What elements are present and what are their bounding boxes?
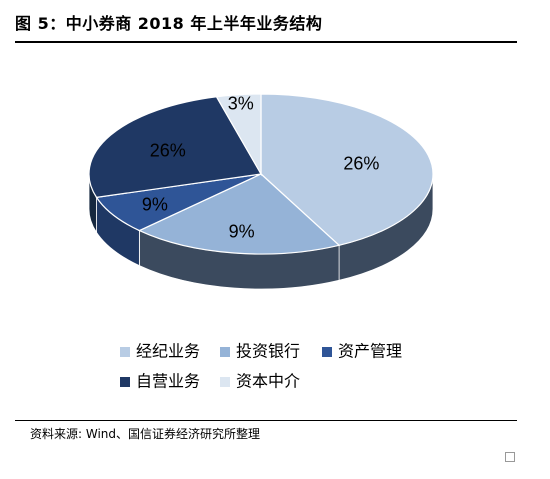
legend-label-4: 资本中介: [236, 372, 300, 391]
legend-swatch-3: [120, 377, 130, 387]
legend-swatch-2: [322, 347, 332, 357]
source-rule: [15, 420, 517, 421]
legend-label-3: 自营业务: [136, 372, 200, 391]
legend-label-0: 经纪业务: [136, 342, 200, 361]
legend-label-2: 资产管理: [338, 342, 402, 361]
figure-title: 图 5：中小券商 2018 年上半年业务结构: [15, 14, 323, 33]
pie-labels: 26% 9% 9% 26% 3%: [142, 93, 380, 241]
pie-slice-1: [137, 173, 341, 255]
legend-label-1: 投资银行: [236, 342, 300, 361]
pie-slice-3: [88, 96, 262, 199]
pie-label-4: 3%: [228, 93, 254, 113]
legend-swatch-4: [220, 377, 230, 387]
corner-marker: [505, 452, 515, 462]
source-note: 资料来源: Wind、国信证券经济研究所整理: [30, 427, 261, 441]
legend-swatch-0: [120, 347, 130, 357]
pie-tops: [88, 93, 434, 255]
pie-label-0: 26%: [343, 154, 379, 174]
title-rule: [15, 41, 517, 43]
pie-slice-4: [215, 93, 262, 177]
pie-label-3: 26%: [150, 141, 186, 161]
pie-slice-0: [260, 93, 434, 246]
legend-swatch-1: [220, 347, 230, 357]
pie-label-1: 9%: [229, 222, 255, 242]
pie-label-2: 9%: [142, 194, 168, 214]
